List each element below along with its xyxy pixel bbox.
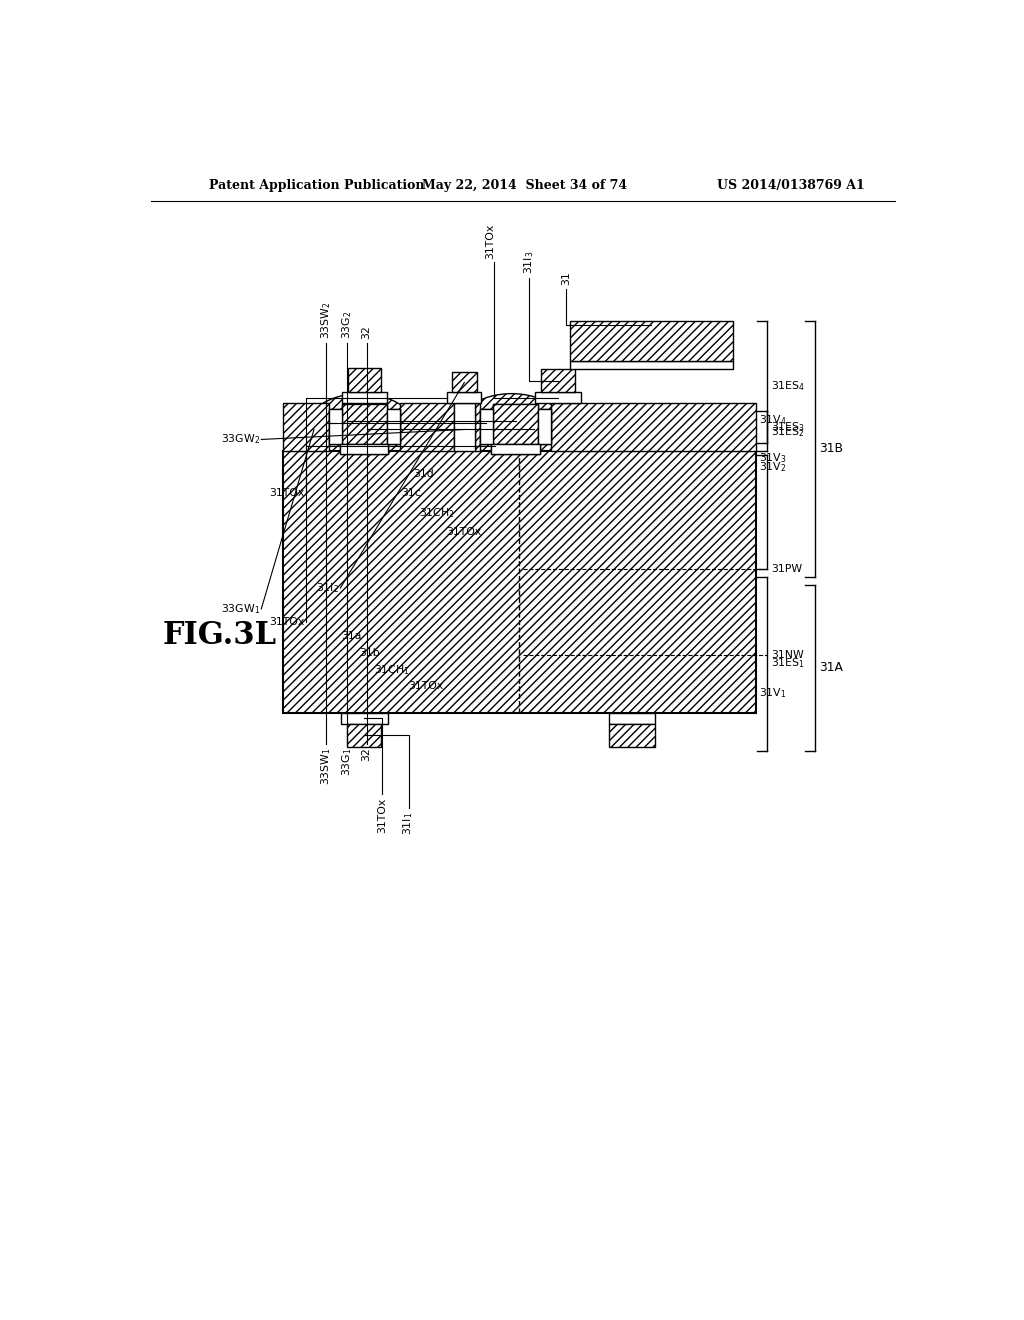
Text: 31V$_2$: 31V$_2$ (759, 459, 786, 474)
Text: 31B: 31B (819, 442, 844, 455)
Bar (493, 404, 538, 444)
Text: 31ES$_1$: 31ES$_1$ (771, 656, 805, 671)
Text: FIG.3L: FIG.3L (163, 620, 276, 651)
Bar (342, 404, 387, 444)
Bar (329, 409, 342, 444)
Text: 31PW: 31PW (771, 564, 803, 574)
Bar (492, 444, 540, 454)
Bar (387, 409, 400, 444)
Text: 33SW$_2$: 33SW$_2$ (318, 302, 333, 339)
Text: 31b: 31b (359, 648, 380, 657)
Bar (535, 392, 582, 404)
Ellipse shape (302, 393, 419, 474)
Bar (387, 409, 400, 444)
Text: 31TOx: 31TOx (377, 797, 387, 833)
Text: May 22, 2014  Sheet 34 of 74: May 22, 2014 Sheet 34 of 74 (423, 178, 628, 191)
Text: 31TOx: 31TOx (269, 488, 305, 499)
Text: 33G$_1$: 33G$_1$ (340, 747, 354, 776)
Bar (342, 404, 387, 444)
Bar (480, 409, 493, 444)
Text: 31TOx: 31TOx (445, 527, 481, 537)
Text: 33SW$_1$: 33SW$_1$ (318, 747, 333, 785)
Text: 33GW$_1$: 33GW$_1$ (220, 602, 260, 615)
Text: Patent Application Publication: Patent Application Publication (209, 178, 425, 191)
Text: 31I$_3$: 31I$_3$ (522, 251, 537, 275)
Text: 31c: 31c (400, 488, 421, 499)
Text: 31A: 31A (819, 661, 843, 675)
Bar (538, 409, 551, 444)
Text: 33G$_2$: 33G$_2$ (340, 312, 354, 339)
Text: 32: 32 (361, 747, 372, 762)
Text: 31V$_3$: 31V$_3$ (759, 451, 786, 465)
Bar (608, 723, 655, 747)
Bar (340, 444, 388, 454)
Bar (538, 409, 551, 444)
Bar (569, 360, 732, 370)
Bar (569, 321, 732, 360)
Bar (348, 368, 381, 392)
Text: 31d: 31d (414, 469, 434, 479)
Ellipse shape (454, 393, 569, 474)
Bar (283, 404, 329, 451)
Text: 31a: 31a (341, 631, 361, 640)
Bar (480, 409, 493, 444)
Bar (447, 392, 481, 404)
Text: 31V$_4$: 31V$_4$ (759, 413, 786, 428)
Text: 32: 32 (361, 326, 372, 339)
Bar (454, 404, 475, 451)
Text: 31ES$_4$: 31ES$_4$ (771, 379, 805, 393)
Text: 31TOx: 31TOx (409, 681, 443, 690)
Text: US 2014/0138769 A1: US 2014/0138769 A1 (717, 178, 864, 191)
Bar (400, 404, 454, 451)
Text: 31: 31 (561, 272, 570, 285)
Bar (283, 451, 756, 713)
Text: 31CH$_1$: 31CH$_1$ (375, 663, 411, 677)
Bar (475, 404, 480, 451)
Bar (541, 370, 575, 392)
Bar (608, 713, 655, 723)
Text: 31I$_1$: 31I$_1$ (401, 812, 416, 834)
Text: 31CH$_2$: 31CH$_2$ (419, 506, 455, 520)
Text: 31NW: 31NW (771, 651, 804, 660)
Bar (329, 409, 342, 444)
Bar (551, 404, 756, 451)
Text: 31TOx: 31TOx (485, 223, 495, 259)
Text: 31V$_1$: 31V$_1$ (759, 686, 786, 700)
Bar (340, 444, 388, 454)
Bar (452, 372, 477, 392)
Bar (342, 392, 387, 404)
Bar (493, 404, 538, 444)
Text: 31TOx: 31TOx (269, 616, 305, 627)
Bar (347, 723, 381, 747)
Text: 31I$_2$: 31I$_2$ (315, 581, 339, 595)
Text: 31ES$_2$: 31ES$_2$ (771, 425, 805, 440)
Text: 33GW$_2$: 33GW$_2$ (220, 433, 260, 446)
Bar (492, 444, 540, 454)
Bar (341, 713, 388, 723)
Text: 31ES$_3$: 31ES$_3$ (771, 420, 805, 434)
